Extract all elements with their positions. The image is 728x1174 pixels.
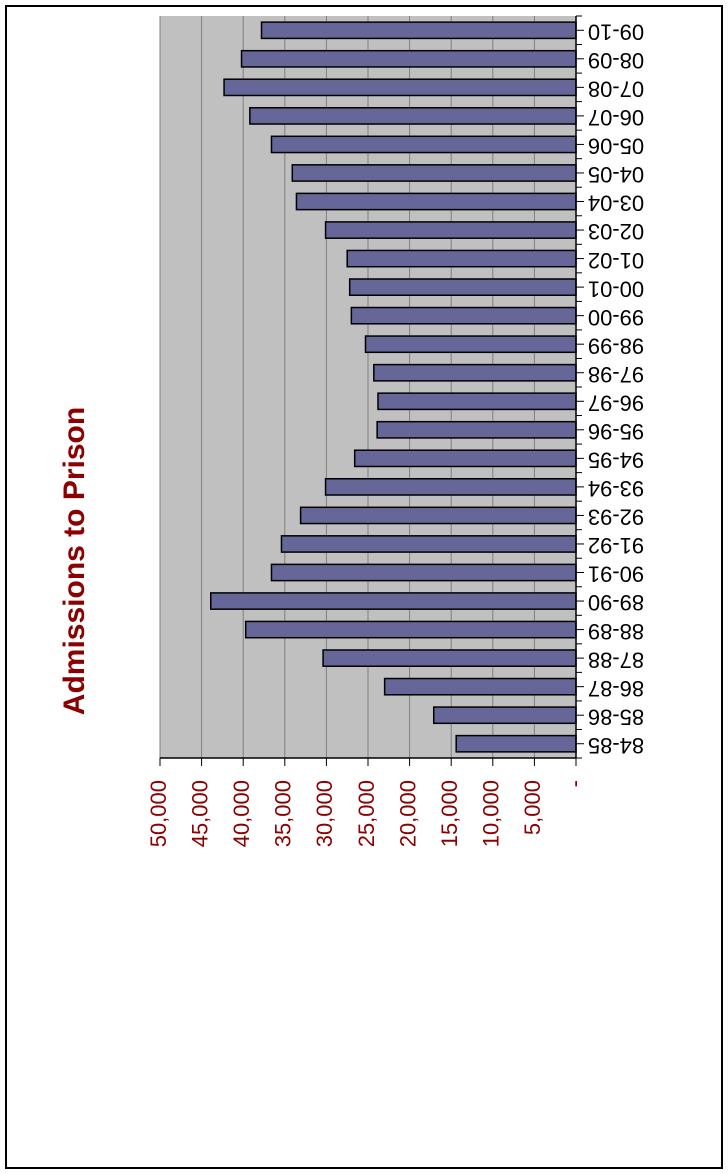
axes — [159, 15, 584, 766]
bar-04-05 — [291, 164, 577, 182]
value-tick-label: 15,000 — [437, 780, 462, 847]
bar-06-07 — [249, 107, 577, 125]
bar-93-94 — [324, 478, 577, 496]
chart-title: Admissions to Prison — [58, 407, 91, 715]
value-tick-label: 5,000 — [520, 780, 545, 835]
category-label: 98-99 — [588, 333, 644, 358]
value-tick-label: - — [562, 780, 587, 787]
category-label: 06-07 — [588, 105, 644, 130]
category-label: 89-90 — [588, 590, 644, 615]
category-label: 97-98 — [588, 362, 644, 387]
bar-92-93 — [299, 506, 577, 525]
category-label: 92-93 — [588, 505, 644, 530]
category-label: 94-95 — [588, 448, 644, 473]
bar-94-95 — [353, 449, 577, 468]
bar-86-87 — [383, 677, 577, 696]
bar-96-97 — [377, 392, 577, 411]
bar-95-96 — [376, 420, 577, 439]
bar-05-06 — [270, 135, 577, 154]
category-label: 90-91 — [588, 562, 644, 587]
value-tick-label: 30,000 — [312, 780, 337, 847]
bars — [210, 21, 577, 753]
bar-08-09 — [240, 49, 577, 68]
category-label: 00-01 — [588, 276, 644, 301]
category-label: 09-10 — [588, 19, 644, 44]
category-labels: 84-85 85-86 86-87 87-88 88-89 89-90 90-91 91-92… — [588, 19, 644, 757]
value-tick-label: 25,000 — [354, 780, 379, 847]
value-tick-label: 50,000 — [146, 780, 171, 847]
bar-00-01 — [348, 278, 577, 296]
bar-03-04 — [295, 192, 577, 211]
bar-90-91 — [270, 563, 577, 582]
category-label: 91-92 — [588, 533, 644, 558]
bar-99-00 — [350, 306, 577, 325]
category-label: 85-86 — [588, 704, 644, 729]
category-label: 04-05 — [588, 162, 644, 187]
bar-87-88 — [322, 649, 577, 667]
bar-91-92 — [280, 535, 577, 553]
category-label: 86-87 — [588, 676, 644, 701]
bar-89-90 — [210, 592, 577, 610]
category-label: 95-96 — [588, 419, 644, 444]
bar-07-08 — [223, 78, 577, 97]
bar-02-03 — [324, 221, 577, 239]
category-label: 88-89 — [588, 619, 644, 644]
category-label: 93-94 — [588, 476, 644, 501]
value-tick-label: 45,000 — [187, 780, 212, 847]
category-label: 84-85 — [588, 733, 644, 758]
bar-01-02 — [346, 249, 577, 268]
value-tick-label: 35,000 — [271, 780, 296, 847]
category-label: 01-02 — [588, 248, 644, 273]
bar-84-85 — [455, 734, 577, 753]
category-label: 96-97 — [588, 390, 644, 415]
bar-97-98 — [373, 363, 577, 382]
category-label: 07-08 — [588, 77, 644, 102]
value-tick-labels: - 5,000 10,000 15,000 20,000 25,000 30,000 35,0… — [146, 780, 587, 847]
bar-85-86 — [432, 706, 577, 725]
bar-09-10 — [260, 21, 577, 40]
value-tick-label: 40,000 — [229, 780, 254, 847]
category-label: 03-04 — [588, 191, 644, 216]
bar-88-89 — [244, 620, 577, 639]
value-tick-label: 10,000 — [479, 780, 504, 847]
category-label: 02-03 — [588, 219, 644, 244]
category-label: 05-06 — [588, 134, 644, 159]
category-label: 08-09 — [588, 48, 644, 73]
category-label: 99-00 — [588, 305, 644, 330]
bar-98-99 — [364, 335, 577, 354]
value-tick-label: 20,000 — [395, 780, 420, 847]
category-label: 87-88 — [588, 647, 644, 672]
